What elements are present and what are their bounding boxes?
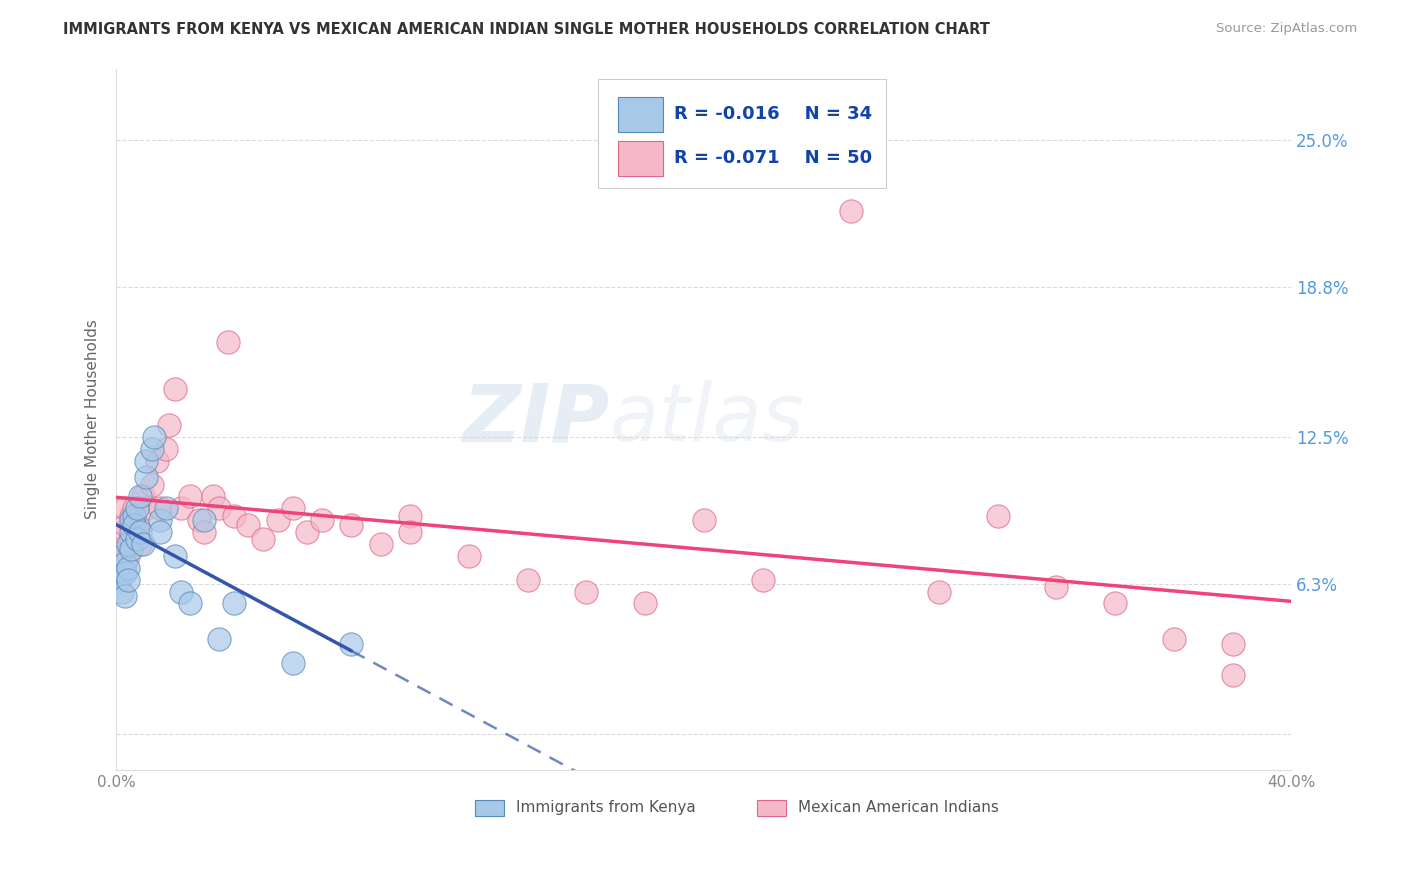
Point [155,501,177,516]
Point [155,442,177,456]
Point [132,490,155,504]
Point [149,513,172,527]
Point [222,508,245,523]
FancyBboxPatch shape [598,79,886,187]
Point [135,470,157,484]
Point [128,537,150,551]
Point [117,549,139,563]
Point [143,430,166,444]
Point [122,508,145,523]
Point [252,533,274,547]
Point [751,573,773,587]
Point [114,590,136,604]
Point [1222,637,1244,651]
Point [222,597,245,611]
Text: Source: ZipAtlas.com: Source: ZipAtlas.com [1216,22,1357,36]
Point [340,518,363,533]
Point [217,334,239,349]
Point [634,597,657,611]
Point [1222,668,1244,682]
Point [125,518,148,533]
Point [281,501,304,516]
Point [125,533,148,547]
Point [108,541,131,556]
FancyBboxPatch shape [475,800,503,815]
Point [170,584,193,599]
Point [179,490,201,504]
Point [370,537,392,551]
FancyBboxPatch shape [756,800,786,815]
Point [987,508,1010,523]
Point [120,508,142,523]
Point [1163,632,1185,647]
Text: R = -0.016    N = 34: R = -0.016 N = 34 [675,105,873,123]
FancyBboxPatch shape [619,96,662,132]
Point [125,501,148,516]
Point [149,525,172,540]
Point [516,573,538,587]
Point [122,501,145,516]
Point [1045,580,1067,594]
Point [111,525,134,540]
Text: Immigrants from Kenya: Immigrants from Kenya [516,800,696,815]
Text: IMMIGRANTS FROM KENYA VS MEXICAN AMERICAN INDIAN SINGLE MOTHER HOUSEHOLDS CORREL: IMMIGRANTS FROM KENYA VS MEXICAN AMERICA… [63,22,990,37]
Point [146,454,169,468]
Point [141,477,163,491]
Point [120,513,142,527]
Point [311,513,333,527]
Point [281,656,304,670]
Point [163,383,186,397]
Point [457,549,479,563]
Point [117,537,139,551]
Point [111,549,134,563]
Y-axis label: Single Mother Households: Single Mother Households [86,319,100,519]
Point [1104,597,1126,611]
Point [114,556,136,570]
Point [208,632,231,647]
Point [120,525,142,540]
FancyBboxPatch shape [619,141,662,176]
Point [120,533,142,547]
Point [839,204,862,219]
Point [122,518,145,533]
Point [157,418,180,433]
Point [170,501,193,516]
Point [187,513,209,527]
Point [108,573,131,587]
Point [135,454,157,468]
Point [117,561,139,575]
Point [267,513,290,527]
Point [132,537,155,551]
Point [399,525,422,540]
Point [693,513,716,527]
Point [575,584,598,599]
Point [128,525,150,540]
Point [114,518,136,533]
Point [193,513,215,527]
Point [399,508,422,523]
Text: R = -0.071    N = 50: R = -0.071 N = 50 [675,149,873,167]
Point [117,573,139,587]
Point [163,549,186,563]
Point [238,518,260,533]
Point [208,501,231,516]
Point [111,584,134,599]
Point [114,501,136,516]
Point [193,525,215,540]
Point [297,525,319,540]
Point [141,442,163,456]
Point [202,490,225,504]
Point [120,541,142,556]
Point [928,584,950,599]
Point [179,597,201,611]
Point [128,490,150,504]
Point [340,637,363,651]
Point [114,566,136,580]
Point [149,501,172,516]
Point [135,501,157,516]
Text: atlas: atlas [610,380,804,458]
Text: Mexican American Indians: Mexican American Indians [797,800,998,815]
Text: ZIP: ZIP [463,380,610,458]
